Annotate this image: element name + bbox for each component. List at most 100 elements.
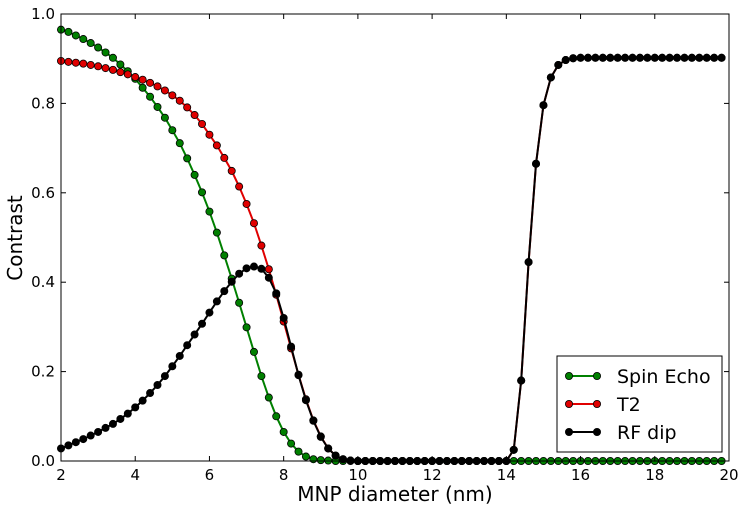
- data-point: [138, 396, 147, 405]
- data-point: [227, 166, 236, 175]
- data-point: [576, 53, 585, 62]
- data-point: [146, 92, 155, 101]
- data-point: [123, 70, 132, 79]
- data-point: [71, 438, 80, 447]
- data-point: [212, 141, 221, 150]
- legend-item: Spin Echo: [565, 366, 711, 388]
- data-point: [79, 35, 88, 44]
- x-tick-label: 2: [56, 466, 66, 484]
- data-point: [116, 60, 125, 69]
- data-point: [606, 53, 615, 62]
- data-point: [598, 53, 607, 62]
- data-point: [249, 219, 258, 228]
- data-point: [168, 126, 177, 135]
- data-point: [324, 444, 333, 453]
- data-point: [94, 427, 103, 436]
- data-point: [242, 264, 251, 273]
- data-point: [220, 251, 229, 260]
- data-point: [190, 111, 199, 120]
- x-axis-title: MNP diameter (nm): [297, 482, 492, 506]
- legend-label: RF dip: [617, 422, 677, 444]
- data-point: [198, 319, 207, 328]
- data-point: [710, 53, 719, 62]
- legend-swatch-marker: [593, 399, 602, 408]
- data-point: [168, 91, 177, 100]
- y-tick-label: 0.0: [31, 452, 55, 470]
- legend-item: T2: [565, 394, 641, 416]
- data-point: [101, 423, 110, 432]
- data-point: [235, 298, 244, 307]
- data-point: [146, 78, 155, 87]
- data-point: [257, 264, 266, 273]
- data-point: [220, 153, 229, 162]
- data-point: [175, 139, 184, 148]
- data-point: [301, 452, 310, 461]
- data-point: [205, 130, 214, 139]
- x-tick-label: 4: [130, 466, 140, 484]
- data-point: [524, 258, 533, 267]
- legend: Spin Echo T2 RF dip: [556, 355, 723, 453]
- data-point: [101, 64, 110, 73]
- data-point: [665, 53, 674, 62]
- data-point: [635, 53, 644, 62]
- data-point: [242, 199, 251, 208]
- data-point: [160, 113, 169, 122]
- data-point: [64, 441, 73, 450]
- y-tick-label: 1.0: [31, 5, 55, 23]
- data-point: [71, 58, 80, 67]
- data-point: [272, 412, 281, 421]
- data-point: [220, 287, 229, 296]
- data-point: [242, 323, 251, 332]
- legend-label: T2: [616, 394, 641, 416]
- axes-layer: 2 4 6 8 10 12 14 16 18 20 0.0 0.2 0.4 0.6 0.8 1.0: [31, 5, 738, 484]
- data-point: [108, 53, 117, 62]
- data-point: [249, 262, 258, 271]
- legend-item: RF dip: [565, 422, 677, 444]
- data-point: [198, 188, 207, 197]
- data-point: [153, 381, 162, 390]
- x-tick-label: 6: [205, 466, 215, 484]
- data-point: [249, 347, 258, 356]
- data-point: [168, 362, 177, 371]
- data-point: [331, 451, 340, 460]
- x-tick-label: 16: [571, 466, 590, 484]
- y-tick-label: 0.4: [31, 273, 55, 291]
- data-point: [702, 53, 711, 62]
- data-point: [153, 82, 162, 91]
- data-point: [591, 53, 600, 62]
- legend-swatch-marker: [593, 371, 602, 380]
- legend-swatch-marker: [565, 371, 574, 380]
- data-point: [153, 102, 162, 111]
- legend-swatch-marker: [565, 399, 574, 408]
- data-point: [309, 416, 318, 425]
- x-tick-label: 12: [423, 466, 442, 484]
- y-tick-label: 0.2: [31, 363, 55, 381]
- data-point: [301, 396, 310, 405]
- y-axis-title: Contrast: [3, 195, 27, 281]
- data-point: [175, 96, 184, 105]
- data-point: [160, 372, 169, 381]
- data-point: [532, 159, 541, 168]
- data-point: [175, 351, 184, 360]
- data-point: [227, 277, 236, 286]
- data-point: [160, 86, 169, 95]
- data-point: [621, 53, 630, 62]
- data-point: [539, 101, 548, 110]
- data-point: [101, 48, 110, 57]
- legend-swatch-marker: [593, 427, 602, 436]
- data-point: [509, 445, 518, 454]
- data-point: [294, 447, 303, 456]
- data-point: [687, 53, 696, 62]
- data-point: [658, 53, 667, 62]
- data-point: [86, 39, 95, 48]
- data-point: [94, 43, 103, 52]
- data-point: [86, 431, 95, 440]
- data-point: [190, 330, 199, 339]
- data-point: [64, 27, 73, 36]
- data-point: [205, 308, 214, 317]
- data-point: [123, 409, 132, 418]
- data-point: [131, 403, 140, 412]
- data-point: [279, 427, 288, 436]
- data-point: [235, 182, 244, 191]
